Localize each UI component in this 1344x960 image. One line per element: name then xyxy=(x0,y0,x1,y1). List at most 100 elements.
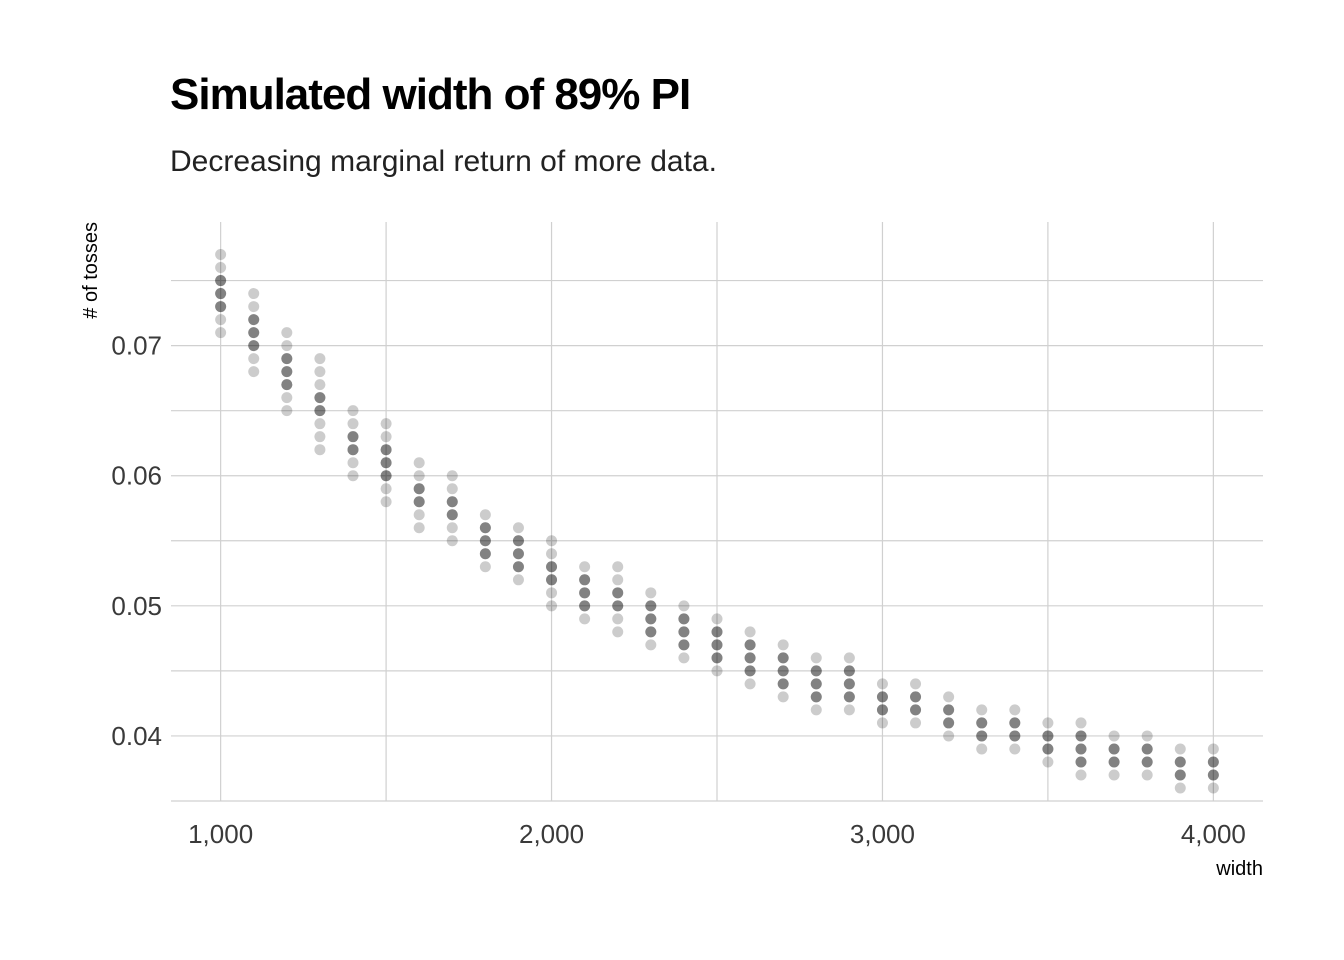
data-point xyxy=(347,431,359,443)
data-point xyxy=(380,470,392,482)
data-point xyxy=(843,678,855,690)
data-point xyxy=(1207,769,1219,781)
data-point xyxy=(380,418,392,430)
data-point xyxy=(1042,717,1054,729)
data-point xyxy=(512,535,524,547)
data-point xyxy=(1042,743,1054,755)
data-point xyxy=(215,275,227,287)
data-point xyxy=(546,561,558,573)
data-point xyxy=(579,561,591,573)
data-point xyxy=(579,600,591,612)
data-point xyxy=(1174,756,1186,768)
data-point xyxy=(1009,730,1021,742)
data-point xyxy=(248,327,260,339)
y-tick-label: 0.07 xyxy=(111,331,162,361)
data-point xyxy=(413,483,425,495)
data-point xyxy=(1042,730,1054,742)
data-point xyxy=(1042,756,1054,768)
data-point xyxy=(546,574,558,586)
x-tick-label: 3,000 xyxy=(850,819,915,849)
data-point xyxy=(479,535,491,547)
data-point xyxy=(1174,769,1186,781)
data-point xyxy=(215,301,227,313)
data-point xyxy=(215,288,227,300)
y-tick-label: 0.06 xyxy=(111,461,162,491)
data-point xyxy=(777,665,789,677)
data-point xyxy=(744,652,756,664)
data-point xyxy=(744,665,756,677)
data-point xyxy=(645,639,657,651)
data-point xyxy=(876,691,888,703)
data-point xyxy=(347,431,359,443)
data-point xyxy=(281,379,293,391)
data-point xyxy=(1108,756,1120,768)
data-point xyxy=(248,314,260,326)
data-point xyxy=(1207,756,1219,768)
data-point xyxy=(678,626,690,638)
data-point xyxy=(678,613,690,625)
data-point xyxy=(512,548,524,560)
data-point xyxy=(314,353,326,365)
data-point xyxy=(1009,743,1021,755)
data-point xyxy=(678,600,690,612)
data-point xyxy=(777,665,789,677)
data-point xyxy=(612,600,624,612)
data-point xyxy=(347,444,359,456)
data-point xyxy=(910,704,922,716)
data-point xyxy=(1075,730,1087,742)
data-point xyxy=(678,652,690,664)
data-point xyxy=(1075,743,1087,755)
data-point xyxy=(314,392,326,404)
data-point xyxy=(810,691,822,703)
data-point xyxy=(645,587,657,599)
data-point xyxy=(380,496,392,508)
data-point xyxy=(777,678,789,690)
data-point xyxy=(347,418,359,430)
data-point xyxy=(215,301,227,313)
data-point xyxy=(1174,769,1186,781)
data-point xyxy=(1141,743,1153,755)
data-point xyxy=(579,613,591,625)
data-point xyxy=(1075,743,1087,755)
data-point xyxy=(248,340,260,352)
data-point xyxy=(876,704,888,716)
data-point xyxy=(810,691,822,703)
data-point xyxy=(479,522,491,534)
data-point xyxy=(215,301,227,313)
data-point xyxy=(810,678,822,690)
data-point xyxy=(1174,782,1186,794)
data-point xyxy=(943,717,955,729)
data-point xyxy=(446,522,458,534)
data-point xyxy=(479,522,491,534)
data-point xyxy=(976,730,988,742)
data-point xyxy=(678,639,690,651)
chart-title: Simulated width of 89% PI xyxy=(170,70,691,119)
data-point xyxy=(413,509,425,521)
data-point xyxy=(1108,743,1120,755)
data-point xyxy=(810,665,822,677)
data-point xyxy=(810,704,822,716)
data-point xyxy=(215,262,227,274)
data-point xyxy=(512,535,524,547)
data-point xyxy=(281,392,293,404)
data-point xyxy=(314,418,326,430)
x-tick-label: 4,000 xyxy=(1181,819,1246,849)
data-point xyxy=(777,639,789,651)
data-point xyxy=(711,639,723,651)
data-point xyxy=(248,314,260,326)
data-point xyxy=(744,639,756,651)
data-point xyxy=(1009,730,1021,742)
data-point xyxy=(777,665,789,677)
data-point xyxy=(215,275,227,287)
data-point xyxy=(876,691,888,703)
data-point xyxy=(1207,769,1219,781)
data-point xyxy=(413,470,425,482)
data-point xyxy=(446,535,458,547)
data-point xyxy=(446,509,458,521)
data-point xyxy=(347,405,359,417)
data-point xyxy=(711,652,723,664)
data-point xyxy=(512,574,524,586)
data-point xyxy=(579,600,591,612)
data-point xyxy=(1108,756,1120,768)
grid xyxy=(171,222,1263,802)
